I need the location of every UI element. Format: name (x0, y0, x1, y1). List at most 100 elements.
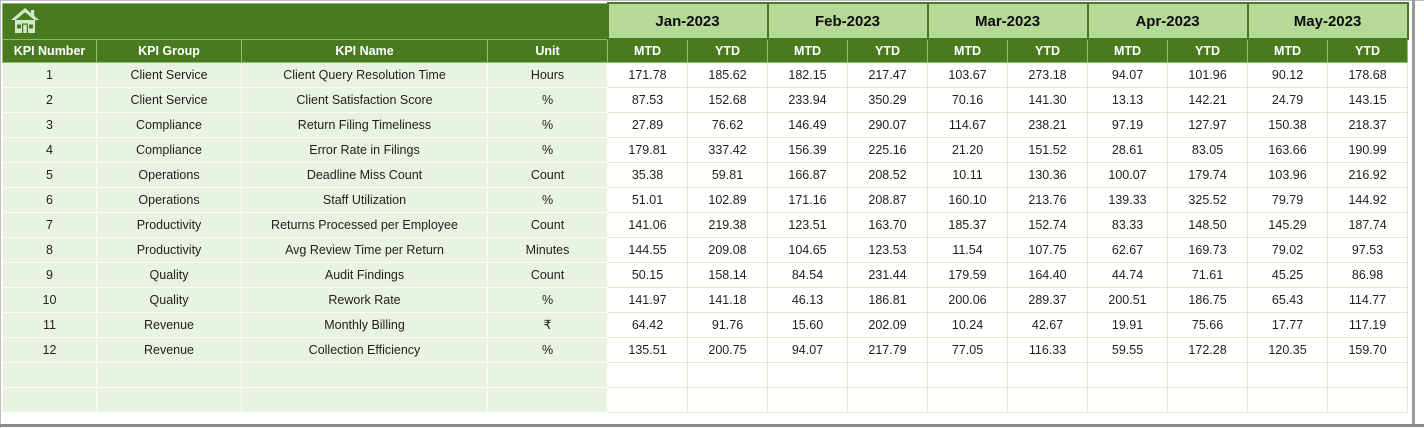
kpi-value-cell[interactable]: 216.92 (1327, 161, 1409, 188)
empty-left-cell[interactable] (241, 386, 488, 413)
kpi-value-cell[interactable]: 141.97 (607, 286, 688, 313)
empty-value-cell[interactable] (927, 386, 1009, 413)
kpi-value-cell[interactable]: 114.77 (1327, 286, 1409, 313)
kpi-value-cell[interactable]: 139.33 (1087, 186, 1169, 213)
kpi-value-cell[interactable]: 79.02 (1247, 236, 1329, 263)
kpi-unit-cell[interactable]: % (487, 336, 608, 363)
kpi-value-cell[interactable]: 151.52 (1007, 136, 1089, 163)
kpi-name-cell[interactable]: Client Satisfaction Score (241, 86, 488, 113)
kpi-value-cell[interactable]: 51.01 (607, 186, 688, 213)
kpi-value-cell[interactable]: 27.89 (607, 111, 688, 138)
kpi-value-cell[interactable]: 50.15 (607, 261, 688, 288)
kpi-value-cell[interactable]: 90.12 (1247, 61, 1329, 88)
kpi-value-cell[interactable]: 164.40 (1007, 261, 1089, 288)
kpi-number-cell[interactable]: 4 (2, 136, 97, 163)
kpi-value-cell[interactable]: 42.67 (1007, 311, 1089, 338)
kpi-value-cell[interactable]: 130.36 (1007, 161, 1089, 188)
kpi-value-cell[interactable]: 150.38 (1247, 111, 1329, 138)
kpi-value-cell[interactable]: 290.07 (846, 111, 929, 138)
empty-left-cell[interactable] (96, 386, 242, 413)
kpi-value-cell[interactable]: 35.38 (607, 161, 688, 188)
header-ytd[interactable]: YTD (1327, 38, 1409, 63)
header-mtd[interactable]: MTD (1087, 38, 1169, 63)
kpi-value-cell[interactable]: 65.43 (1247, 286, 1329, 313)
kpi-value-cell[interactable]: 45.25 (1247, 261, 1329, 288)
kpi-value-cell[interactable]: 172.28 (1167, 336, 1249, 363)
kpi-unit-cell[interactable]: Count (487, 211, 608, 238)
empty-value-cell[interactable] (687, 386, 768, 413)
kpi-number-cell[interactable]: 12 (2, 336, 97, 363)
kpi-value-cell[interactable]: 44.74 (1087, 261, 1169, 288)
kpi-value-cell[interactable]: 59.55 (1087, 336, 1169, 363)
kpi-value-cell[interactable]: 46.13 (767, 286, 848, 313)
kpi-value-cell[interactable]: 21.20 (927, 136, 1009, 163)
kpi-value-cell[interactable]: 202.09 (846, 311, 929, 338)
empty-value-cell[interactable] (1167, 361, 1249, 388)
kpi-name-cell[interactable]: Return Filing Timeliness (241, 111, 488, 138)
kpi-group-cell[interactable]: Productivity (96, 236, 242, 263)
kpi-value-cell[interactable]: 79.79 (1247, 186, 1329, 213)
kpi-value-cell[interactable]: 225.16 (846, 136, 929, 163)
kpi-value-cell[interactable]: 107.75 (1007, 236, 1089, 263)
kpi-value-cell[interactable]: 169.73 (1167, 236, 1249, 263)
header-kpi-group[interactable]: KPI Group (96, 38, 242, 63)
kpi-value-cell[interactable]: 86.98 (1327, 261, 1409, 288)
kpi-value-cell[interactable]: 217.79 (846, 336, 929, 363)
kpi-number-cell[interactable]: 6 (2, 186, 97, 213)
kpi-value-cell[interactable]: 190.99 (1327, 136, 1409, 163)
kpi-value-cell[interactable]: 141.06 (607, 211, 688, 238)
kpi-value-cell[interactable]: 200.06 (927, 286, 1009, 313)
kpi-value-cell[interactable]: 123.51 (767, 211, 848, 238)
kpi-value-cell[interactable]: 231.44 (846, 261, 929, 288)
empty-value-cell[interactable] (1247, 386, 1329, 413)
empty-left-cell[interactable] (487, 361, 608, 388)
kpi-group-cell[interactable]: Quality (96, 261, 242, 288)
kpi-value-cell[interactable]: 141.18 (687, 286, 768, 313)
home-button[interactable] (2, 2, 608, 40)
header-mtd[interactable]: MTD (1247, 38, 1329, 63)
kpi-value-cell[interactable]: 185.62 (687, 61, 768, 88)
kpi-value-cell[interactable]: 101.96 (1167, 61, 1249, 88)
month-header-feb[interactable]: Feb-2023 (766, 2, 929, 40)
kpi-value-cell[interactable]: 208.52 (846, 161, 929, 188)
kpi-value-cell[interactable]: 209.08 (687, 236, 768, 263)
kpi-value-cell[interactable]: 178.68 (1327, 61, 1409, 88)
kpi-value-cell[interactable]: 185.37 (927, 211, 1009, 238)
kpi-value-cell[interactable]: 123.53 (846, 236, 929, 263)
kpi-value-cell[interactable]: 182.15 (767, 61, 848, 88)
kpi-value-cell[interactable]: 97.19 (1087, 111, 1169, 138)
kpi-value-cell[interactable]: 217.47 (846, 61, 929, 88)
kpi-value-cell[interactable]: 17.77 (1247, 311, 1329, 338)
kpi-value-cell[interactable]: 171.78 (607, 61, 688, 88)
kpi-unit-cell[interactable]: Count (487, 261, 608, 288)
kpi-value-cell[interactable]: 70.16 (927, 86, 1009, 113)
kpi-unit-cell[interactable]: Hours (487, 61, 608, 88)
kpi-value-cell[interactable]: 152.74 (1007, 211, 1089, 238)
kpi-value-cell[interactable]: 213.76 (1007, 186, 1089, 213)
kpi-value-cell[interactable]: 218.37 (1327, 111, 1409, 138)
kpi-name-cell[interactable]: Rework Rate (241, 286, 488, 313)
empty-value-cell[interactable] (1327, 386, 1409, 413)
kpi-value-cell[interactable]: 75.66 (1167, 311, 1249, 338)
empty-left-cell[interactable] (2, 361, 97, 388)
kpi-value-cell[interactable]: 62.67 (1087, 236, 1169, 263)
kpi-value-cell[interactable]: 141.30 (1007, 86, 1089, 113)
kpi-value-cell[interactable]: 135.51 (607, 336, 688, 363)
kpi-value-cell[interactable]: 76.62 (687, 111, 768, 138)
month-header-mar[interactable]: Mar-2023 (926, 2, 1089, 40)
kpi-value-cell[interactable]: 120.35 (1247, 336, 1329, 363)
empty-value-cell[interactable] (927, 361, 1009, 388)
empty-value-cell[interactable] (1167, 386, 1249, 413)
kpi-unit-cell[interactable]: % (487, 111, 608, 138)
month-header-apr[interactable]: Apr-2023 (1086, 2, 1249, 40)
kpi-value-cell[interactable]: 143.15 (1327, 86, 1409, 113)
kpi-value-cell[interactable]: 200.75 (687, 336, 768, 363)
empty-value-cell[interactable] (846, 361, 929, 388)
header-ytd[interactable]: YTD (1167, 38, 1249, 63)
kpi-value-cell[interactable]: 145.29 (1247, 211, 1329, 238)
kpi-value-cell[interactable]: 100.07 (1087, 161, 1169, 188)
header-ytd[interactable]: YTD (1007, 38, 1089, 63)
kpi-value-cell[interactable]: 15.60 (767, 311, 848, 338)
kpi-name-cell[interactable]: Returns Processed per Employee (241, 211, 488, 238)
kpi-value-cell[interactable]: 238.21 (1007, 111, 1089, 138)
